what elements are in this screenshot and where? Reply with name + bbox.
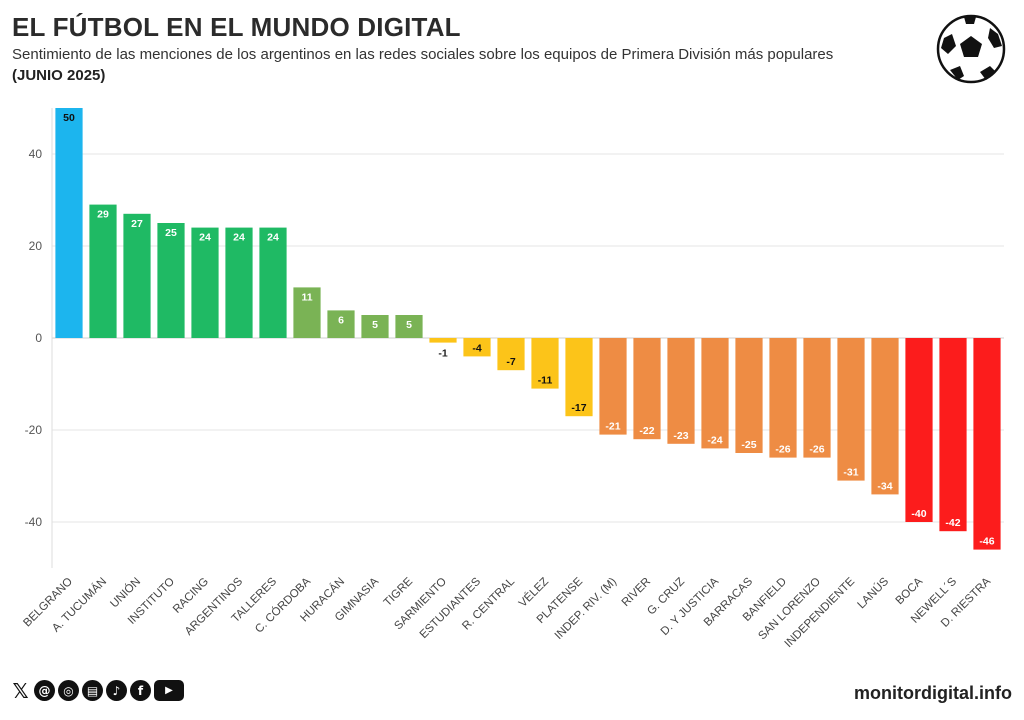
category-label: SAN LORENZO xyxy=(756,576,823,643)
bar[interactable] xyxy=(327,310,355,338)
bar[interactable] xyxy=(905,338,933,522)
bar[interactable] xyxy=(259,227,287,338)
bar[interactable] xyxy=(429,338,457,343)
data-label: 24 xyxy=(199,232,211,244)
y-tick-label: 20 xyxy=(29,239,43,253)
data-label: -25 xyxy=(741,439,756,451)
bar[interactable] xyxy=(599,338,627,435)
data-label: -24 xyxy=(707,434,722,446)
bar[interactable] xyxy=(837,338,865,481)
category-label: TIGRE xyxy=(382,575,416,609)
y-tick-label: -40 xyxy=(25,515,43,529)
bar[interactable] xyxy=(497,338,525,371)
data-label: -34 xyxy=(877,480,892,492)
chart-subtitle: Sentimiento de las menciones de los arge… xyxy=(12,46,834,63)
data-label: 29 xyxy=(97,209,109,221)
bar[interactable] xyxy=(89,204,117,338)
data-label: 25 xyxy=(165,227,177,239)
data-label: -40 xyxy=(911,508,926,520)
podcast-icon[interactable]: ▤ xyxy=(82,680,103,701)
brand-footer[interactable]: monitordigital.info xyxy=(854,683,1012,703)
data-label: 5 xyxy=(406,319,412,331)
bar[interactable] xyxy=(361,315,389,338)
data-label: -42 xyxy=(945,517,960,529)
bar[interactable] xyxy=(565,338,593,417)
data-label: 24 xyxy=(267,232,279,244)
bar[interactable] xyxy=(395,315,423,338)
x-icon[interactable]: 𝕏 xyxy=(12,678,29,703)
category-label: INDEP. RIV. (M) xyxy=(553,576,619,642)
soccer-ball-icon xyxy=(936,14,1006,84)
data-label: -7 xyxy=(506,356,515,368)
bar[interactable] xyxy=(667,338,695,444)
y-tick-label: -20 xyxy=(25,423,43,437)
data-label: -4 xyxy=(472,342,481,354)
bar[interactable] xyxy=(531,338,559,389)
threads-icon[interactable]: @ xyxy=(34,680,55,701)
y-tick-label: 0 xyxy=(35,331,42,345)
category-label: VÉLEZ xyxy=(516,575,551,610)
bar[interactable] xyxy=(123,213,151,338)
bar[interactable] xyxy=(463,338,491,357)
data-label: -46 xyxy=(979,536,994,548)
bar[interactable] xyxy=(191,227,219,338)
data-label: -26 xyxy=(809,444,824,456)
bar[interactable] xyxy=(939,338,967,532)
social-links: 𝕏 @ ◎ ▤ ♪ f ▶ xyxy=(10,678,184,703)
bar[interactable] xyxy=(803,338,831,458)
chart-title: EL FÚTBOL EN EL MUNDO DIGITAL xyxy=(12,12,461,42)
facebook-icon[interactable]: f xyxy=(130,680,151,701)
bar[interactable] xyxy=(769,338,797,458)
data-label: 5 xyxy=(372,319,378,331)
bar[interactable] xyxy=(633,338,661,440)
data-label: -21 xyxy=(605,421,620,433)
tiktok-icon[interactable]: ♪ xyxy=(106,680,127,701)
data-label: -1 xyxy=(438,348,447,360)
category-label: ESTUDIANTES xyxy=(418,575,484,641)
data-label: 50 xyxy=(63,112,75,124)
youtube-icon[interactable]: ▶ xyxy=(154,680,184,701)
data-label: -26 xyxy=(775,444,790,456)
data-label: -11 xyxy=(538,375,553,387)
bar[interactable] xyxy=(871,338,899,495)
bar[interactable] xyxy=(735,338,763,453)
bar[interactable] xyxy=(157,223,185,338)
data-label: -23 xyxy=(673,430,688,442)
bar[interactable] xyxy=(225,227,253,338)
data-label: 24 xyxy=(233,232,245,244)
data-label: 11 xyxy=(301,291,312,303)
bar[interactable] xyxy=(701,338,729,449)
bar[interactable] xyxy=(973,338,1001,550)
y-tick-label: 40 xyxy=(29,147,43,161)
data-label: 27 xyxy=(131,218,143,230)
data-label: -31 xyxy=(843,467,858,479)
category-label: RIVER xyxy=(620,576,653,609)
chart-period: (JUNIO 2025) xyxy=(12,67,106,84)
instagram-icon[interactable]: ◎ xyxy=(58,680,79,701)
bar[interactable] xyxy=(293,287,321,338)
category-label: BOCA xyxy=(894,575,926,607)
bar[interactable] xyxy=(55,108,83,338)
data-label: -17 xyxy=(571,402,586,414)
data-label: -22 xyxy=(639,425,654,437)
category-label: LANÚS xyxy=(855,575,892,612)
data-label: 6 xyxy=(338,314,344,326)
category-label: UNIÓN xyxy=(108,575,143,610)
